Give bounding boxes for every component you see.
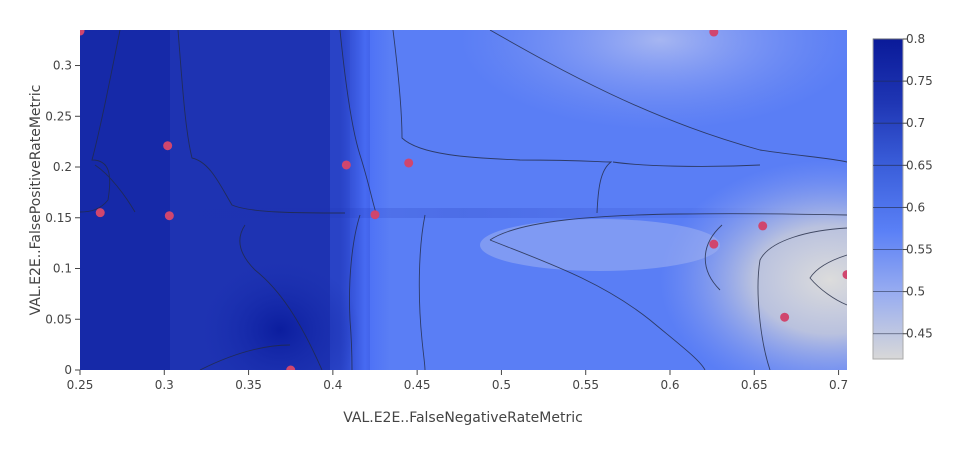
y-axis-title: VAL.E2E..FalsePositiveRateMetric — [28, 85, 44, 316]
scatter-point — [164, 211, 174, 221]
x-tick-label: 0.7 — [829, 378, 848, 392]
y-tick-label: 0.05 — [45, 312, 72, 326]
x-tick-label: 0.6 — [660, 378, 679, 392]
colorbar-ticks: 0.45 0.5 0.55 0.6 0.65 0.7 0.75 0.8 — [903, 32, 933, 341]
scatter-markers — [80, 30, 847, 370]
x-tick-label: 0.45 — [404, 378, 431, 392]
scatter-point — [286, 365, 296, 370]
x-axis: 0.25 0.3 0.35 0.4 0.45 0.5 0.55 0.6 0.65 0.7 — [67, 370, 848, 392]
y-tick-label: 0.25 — [45, 109, 72, 123]
colorbar-tick-label: 0.8 — [906, 32, 925, 46]
colorbar-tick-label: 0.6 — [906, 200, 925, 214]
x-tick-label: 0.3 — [155, 378, 174, 392]
x-axis-title: VAL.E2E..FalseNegativeRateMetric — [343, 410, 583, 426]
scatter-point — [341, 160, 351, 170]
colorbar-tick-label: 0.65 — [906, 158, 933, 172]
colorbar-tick-label: 0.45 — [906, 327, 933, 341]
scatter-point — [404, 158, 414, 168]
colorbar-tick-label: 0.75 — [906, 74, 933, 88]
heatmap-field — [80, 30, 847, 370]
scatter-point — [709, 239, 719, 249]
scatter-point — [709, 30, 719, 37]
x-tick-label: 0.65 — [741, 378, 768, 392]
y-tick-label: 0.3 — [53, 59, 72, 73]
y-tick-label: 0.1 — [53, 262, 72, 276]
colorbar: 0.45 0.5 0.55 0.6 0.65 0.7 0.75 0.8 — [872, 32, 933, 360]
colorbar-tick-label: 0.7 — [906, 116, 925, 130]
x-tick-label: 0.5 — [492, 378, 511, 392]
colorbar-tick-label: 0.55 — [906, 243, 933, 257]
colorbar-contour-lines — [873, 38, 903, 335]
scatter-point — [80, 30, 85, 36]
scatter-point — [842, 270, 847, 280]
y-tick-label: 0 — [64, 363, 72, 377]
x-tick-label: 0.35 — [235, 378, 262, 392]
scatter-point — [95, 208, 105, 218]
contour-lines — [80, 30, 847, 370]
y-tick-label: 0.15 — [45, 211, 72, 225]
x-tick-label: 0.55 — [572, 378, 599, 392]
scatter-point — [163, 141, 173, 151]
scatter-point — [370, 210, 380, 220]
y-axis: 0 0.05 0.1 0.15 0.2 0.25 0.3 — [45, 59, 80, 377]
scatter-point — [758, 221, 768, 231]
x-tick-label: 0.25 — [67, 378, 94, 392]
colorbar-tick-label: 0.5 — [906, 285, 925, 299]
scatter-point — [780, 312, 790, 322]
y-tick-label: 0.2 — [53, 160, 72, 174]
x-tick-label: 0.4 — [323, 378, 342, 392]
